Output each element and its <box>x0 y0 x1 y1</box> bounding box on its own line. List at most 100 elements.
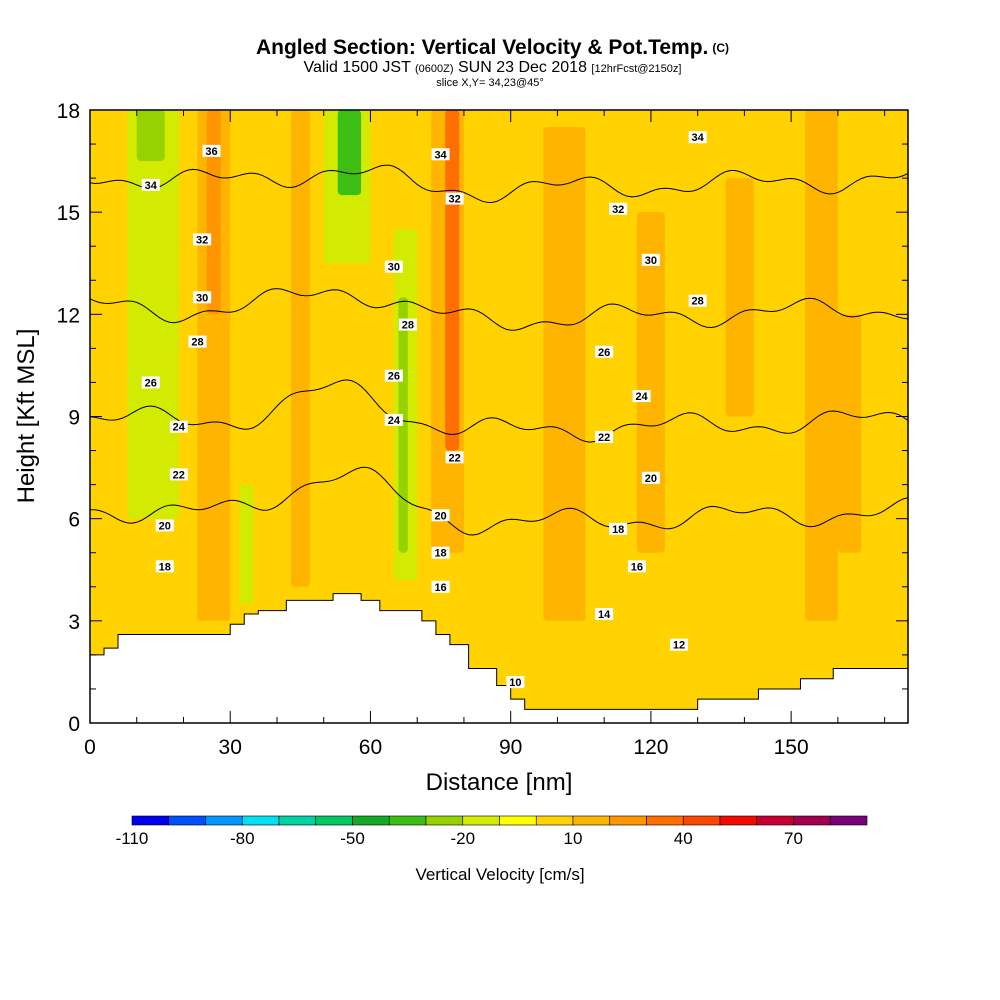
contour-label-bg <box>193 233 212 246</box>
contour-label-bg <box>669 638 688 651</box>
contour-label-bg <box>609 202 628 215</box>
colorbar-swatch <box>719 815 758 826</box>
terrain <box>90 593 908 723</box>
contour-label: 26 <box>384 369 403 383</box>
colorbar-swatch <box>499 815 537 826</box>
colorbar-swatch <box>535 815 574 826</box>
contour-label-text: 18 <box>612 524 624 536</box>
contour-label-text: 34 <box>145 180 158 192</box>
contour-label-bg <box>431 580 450 593</box>
contour-label: 28 <box>688 294 707 308</box>
valid-line: Valid 1500 JST (0600Z) SUN 23 Dec 2018 [… <box>0 60 1000 77</box>
contour-label: 34 <box>141 178 160 192</box>
title-block: Angled Section: Vertical Velocity & Pot.… <box>0 36 1000 89</box>
contour-label-bg <box>595 345 614 358</box>
y-tick-label: 9 <box>68 407 80 430</box>
colorbar-swatch <box>646 815 684 826</box>
colorbar: -110 -80 -50 -20 10 40 70 <box>116 815 868 848</box>
colorbar-tick-label: -110 <box>116 829 149 848</box>
velocity-column <box>290 110 310 587</box>
colorbar-tick-label: 10 <box>564 829 583 848</box>
contour-label-bg <box>141 376 160 389</box>
contour-label-bg <box>431 148 450 161</box>
contour-label-text: 34 <box>692 132 705 144</box>
contour-label-text: 20 <box>645 473 657 485</box>
contour-label-bg <box>595 608 614 621</box>
pot-temp-contour <box>90 466 908 536</box>
contour-label: 30 <box>384 260 403 274</box>
title-tag: (C) <box>712 41 730 55</box>
contour-label: 24 <box>169 420 188 434</box>
contour-label-text: 34 <box>434 149 447 161</box>
pot-temp-contour <box>90 164 908 204</box>
contour-label-text: 16 <box>434 582 446 594</box>
colorbar-tick-label: -50 <box>340 829 365 848</box>
velocity-column <box>398 297 408 553</box>
colorbar-swatch <box>315 815 353 826</box>
contour-label-bg <box>609 522 628 535</box>
contour-label: 10 <box>506 676 525 689</box>
velocity-column <box>543 127 586 621</box>
contour-label-bg <box>641 253 660 266</box>
colorbar-swatch <box>241 815 280 826</box>
contour-label: 22 <box>595 430 614 444</box>
contour-label: 32 <box>193 233 212 246</box>
contour-label-bg <box>506 676 525 689</box>
contour-label-bg <box>445 451 464 464</box>
valid-prefix: Valid 1500 JST <box>303 59 411 76</box>
contour-label: 12 <box>669 638 688 652</box>
contour-label: 22 <box>169 468 188 481</box>
contour-label: 24 <box>632 390 651 403</box>
x-tick-label: 150 <box>774 736 809 759</box>
x-tick-label: 0 <box>84 736 96 759</box>
velocity-column <box>837 314 862 553</box>
colorbar-swatch <box>278 815 317 826</box>
contour-label-bg <box>155 560 174 573</box>
contour-label-text: 20 <box>434 510 446 522</box>
contour-label-bg <box>398 318 417 331</box>
contour-label: 18 <box>431 546 450 560</box>
colorbar-swatch <box>388 815 427 826</box>
contour-label: 20 <box>431 509 450 522</box>
contour-label-bg <box>445 192 464 205</box>
velocity-column <box>206 110 221 315</box>
velocity-column <box>805 110 838 621</box>
pot-temp-contour <box>90 379 908 443</box>
colorbar-tick-label: 70 <box>784 829 803 848</box>
contour-label-text: 28 <box>191 337 203 349</box>
contour-label-text: 32 <box>196 234 208 246</box>
colorbar-tick-label: -20 <box>450 829 475 848</box>
contour-label-text: 32 <box>448 194 460 206</box>
pot-temp-contour <box>90 288 908 331</box>
contour-label-bg <box>384 260 403 273</box>
contour-label-text: 14 <box>598 609 611 621</box>
y-axis-title: Height [Kft MSL] <box>13 329 40 504</box>
colorbar-swatch <box>609 815 647 826</box>
x-tick-label: 60 <box>359 736 382 759</box>
velocity-column <box>636 212 665 553</box>
title-text: Angled Section: Vertical Velocity & Pot.… <box>255 36 709 59</box>
contour-label: 26 <box>141 376 160 389</box>
velocity-column <box>445 110 460 451</box>
contour-label-bg <box>627 560 646 573</box>
x-tick-label: 120 <box>633 736 668 759</box>
pot-temp-contours <box>90 164 908 536</box>
contour-label: 36 <box>202 144 221 158</box>
colorbar-swatch <box>829 815 868 826</box>
velocity-column <box>337 110 362 196</box>
contour-label-text: 24 <box>388 415 401 427</box>
colorbar-tick-label: 40 <box>674 829 693 848</box>
colorbar-swatch <box>572 815 611 826</box>
colorbar-swatch <box>682 815 721 826</box>
x-tick-label: 30 <box>219 736 242 759</box>
contour-label-text: 22 <box>448 452 460 464</box>
x-tick-label: 90 <box>499 736 522 759</box>
contour-label-bg <box>169 468 188 481</box>
contour-label: 32 <box>609 202 628 216</box>
contour-label: 24 <box>384 413 403 427</box>
contour-label: 22 <box>445 451 464 464</box>
contour-label-text: 10 <box>509 677 521 689</box>
contour-label: 16 <box>431 580 450 594</box>
contour-label-bg <box>188 335 207 348</box>
